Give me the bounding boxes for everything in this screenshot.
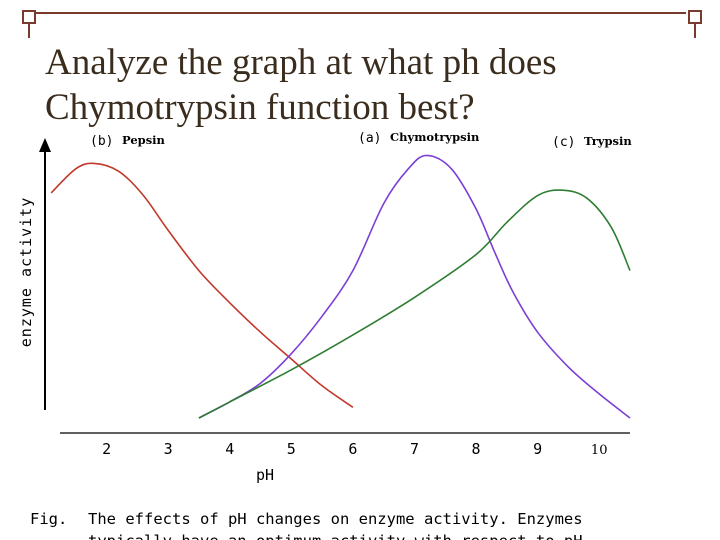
series-label-prefix-chymotrypsin: (a): [358, 131, 381, 146]
x-tick-label: 9: [533, 440, 542, 458]
y-axis-title: enzyme activity: [17, 197, 35, 347]
slide-title-line-2: Chymotrypsin function best?: [45, 87, 475, 128]
series-label-pepsin: Pepsin: [122, 133, 166, 147]
x-tick-label: 4: [225, 440, 234, 458]
slide-title-line-1: Analyze the graph at what ph does: [45, 42, 557, 83]
title-decoration-square-right: [688, 10, 702, 24]
x-tick-label: 7: [410, 440, 419, 458]
x-tick-label: 2: [102, 440, 111, 458]
title-decoration-tick-right: [694, 24, 696, 38]
x-tick-label: 5: [287, 440, 296, 458]
series-line-pepsin: [50, 162, 354, 408]
x-tick-label: 10: [591, 443, 608, 458]
x-tick-label: 3: [164, 440, 173, 458]
series-label-trypsin: Trypsin: [584, 134, 632, 148]
series-label-prefix-trypsin: (c): [552, 135, 575, 150]
slide-title: Analyze the graph at what ph does Chymot…: [45, 40, 685, 130]
series-line-trypsin: [198, 189, 631, 419]
series-line-chymotrypsin: [198, 154, 631, 419]
series-label-prefix-pepsin: (b): [90, 134, 113, 149]
x-axis-title: pH: [256, 466, 274, 484]
x-tick-label: 6: [348, 440, 357, 458]
chart-series-layer: [50, 154, 631, 419]
x-tick-label: 8: [472, 440, 481, 458]
chart-axes: 2 3 4 5 6 7 8 9 10 pH enzyme activity: [17, 138, 630, 484]
figure-caption-text: The effects of pH changes on enzyme acti…: [88, 510, 583, 528]
figure-caption: Fig. The effects of pH changes on enzyme …: [30, 508, 720, 540]
series-label-chymotrypsin: Chymotrypsin: [390, 130, 480, 144]
title-decoration-tick-left: [28, 24, 30, 38]
figure-caption-label: Fig.: [30, 510, 68, 528]
figure-caption-text-line-2: typically have an optimum activity with …: [88, 532, 592, 540]
y-axis-arrow-icon: [39, 138, 51, 152]
title-decoration-square-left: [22, 10, 36, 24]
chart-label-layer: (b) Pepsin (a) Chymotrypsin (c) Trypsin: [90, 130, 632, 150]
title-decoration-bar: [22, 12, 686, 44]
